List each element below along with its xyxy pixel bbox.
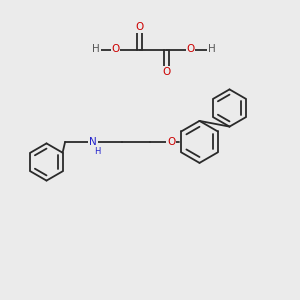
Text: O: O (186, 44, 195, 55)
Text: O: O (162, 67, 171, 77)
Text: H: H (92, 44, 100, 55)
Text: H: H (94, 147, 101, 156)
Text: O: O (111, 44, 120, 55)
Text: O: O (167, 137, 175, 147)
Text: H: H (208, 44, 215, 55)
Text: N: N (89, 137, 97, 147)
Text: O: O (135, 22, 144, 32)
